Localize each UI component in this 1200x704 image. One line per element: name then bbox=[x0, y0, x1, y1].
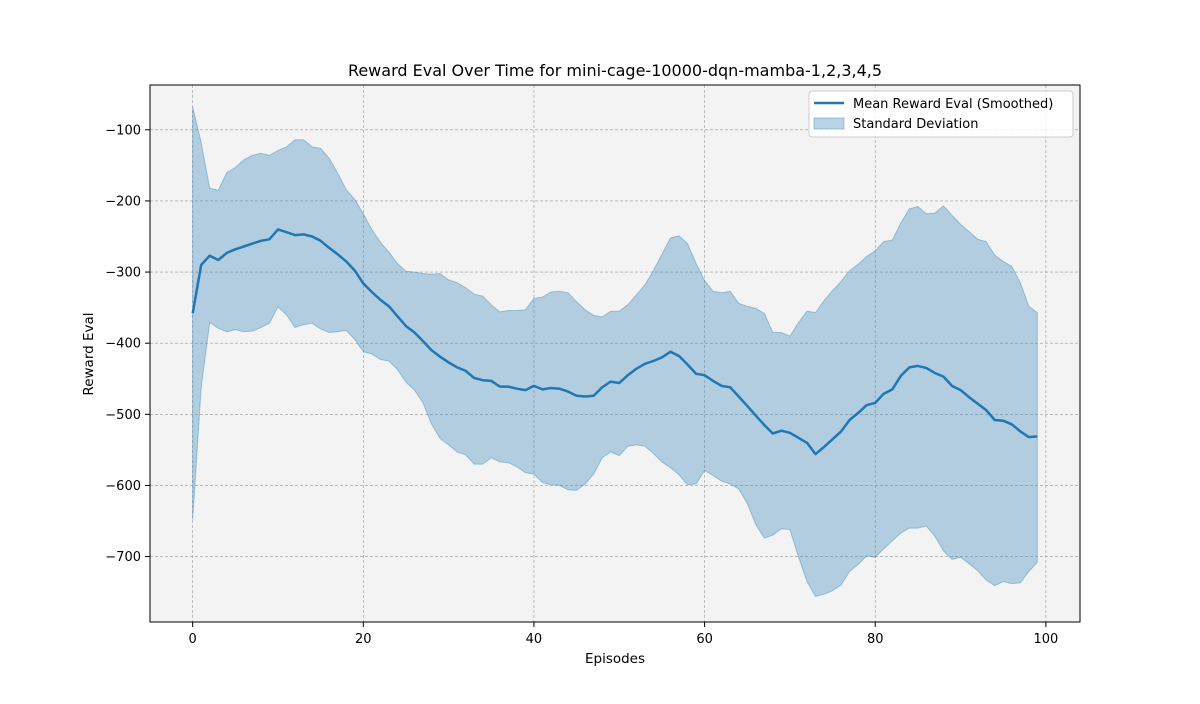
plot-frame bbox=[149, 84, 1081, 623]
x-tick-label: 60 bbox=[696, 632, 713, 647]
legend-label-mean: Mean Reward Eval (Smoothed) bbox=[853, 97, 1053, 112]
std-deviation-band bbox=[192, 106, 1038, 597]
y-tick-label: −200 bbox=[105, 194, 141, 209]
x-tick-label: 80 bbox=[867, 632, 884, 647]
legend-band-swatch bbox=[813, 117, 845, 130]
y-tick-label: −600 bbox=[105, 479, 141, 494]
legend: Mean Reward Eval (Smoothed) Standard Dev… bbox=[808, 90, 1074, 138]
x-tick-label: 40 bbox=[526, 632, 543, 647]
mean-reward-line bbox=[191, 228, 1038, 456]
y-tick-label: −500 bbox=[105, 408, 141, 423]
x-tick-label: 100 bbox=[1033, 632, 1058, 647]
x-tick-label: 20 bbox=[355, 632, 372, 647]
y-tick-label: −400 bbox=[105, 337, 141, 352]
y-tick-label: −300 bbox=[105, 266, 141, 281]
y-tick-label: −100 bbox=[105, 123, 141, 138]
x-tick-label: 0 bbox=[189, 632, 197, 647]
plot-area bbox=[150, 85, 1080, 622]
grid-lines bbox=[150, 85, 1080, 622]
legend-box bbox=[808, 90, 1074, 138]
x-axis-label: Episodes bbox=[585, 651, 645, 667]
x-axis-ticks: 0 20 40 60 80 100 bbox=[189, 622, 1058, 647]
y-axis-ticks: −700 −600 −500 −400 −300 −200 −100 bbox=[105, 123, 150, 565]
y-axis-label: Reward Eval bbox=[81, 312, 97, 395]
chart-title: Reward Eval Over Time for mini-cage-1000… bbox=[348, 61, 882, 80]
legend-label-std: Standard Deviation bbox=[853, 117, 978, 132]
y-tick-label: −700 bbox=[105, 550, 141, 565]
